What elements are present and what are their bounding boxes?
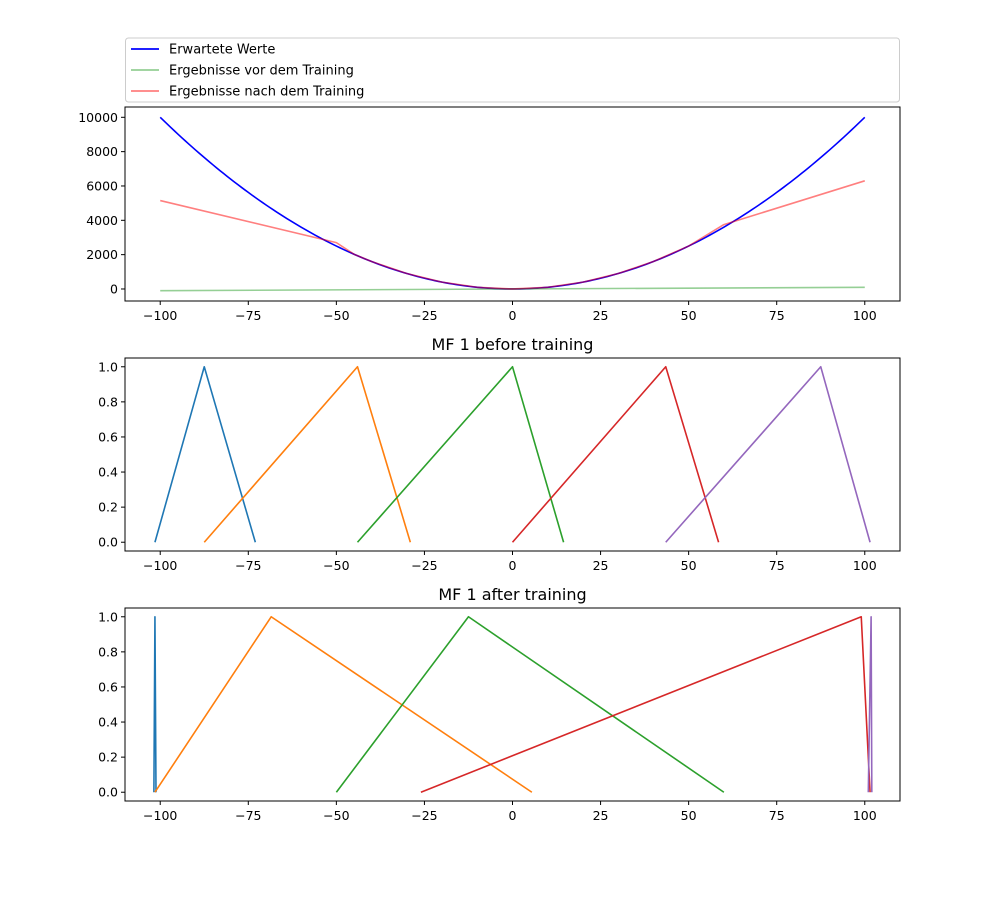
x-tick-label: 50 (681, 808, 697, 823)
chart-title: MF 1 before training (432, 335, 594, 354)
membership-function-line-3 (335, 615, 725, 793)
x-tick-label: 50 (681, 308, 697, 323)
x-tick-label: −100 (143, 308, 177, 323)
plot-area (159, 116, 866, 292)
x-tick-label: 0 (509, 558, 517, 573)
x-tick-label: −25 (411, 558, 437, 573)
mf1-after-training-plot: −100 −75 −50 −25 0 25 50 75 100 0.0 0.2 0.4 0.6 0.8 1.… (98, 585, 901, 823)
x-tick-label: −50 (323, 308, 349, 323)
x-tick-label: −25 (411, 808, 437, 823)
y-tick-label: 0.6 (98, 429, 118, 444)
plot-area (153, 615, 873, 793)
x-tick-label: −100 (143, 558, 177, 573)
legend-box (125, 37, 900, 103)
x-tick-label: −50 (323, 558, 349, 573)
y-tick-label: 0 (110, 281, 118, 296)
membership-function-line-4 (420, 615, 871, 793)
plot-area (154, 365, 871, 543)
membership-function-line-5 (867, 615, 873, 793)
chart-title: MF 1 after training (438, 585, 586, 604)
x-tick-label: 25 (593, 308, 609, 323)
y-tick-label: 8000 (86, 144, 118, 159)
y-tick-label: 0.6 (98, 679, 118, 694)
legend-label: Ergebnisse nach dem Training (169, 85, 364, 100)
x-tick-label: 50 (681, 558, 697, 573)
legend-label: Ergebnisse vor dem Training (169, 64, 354, 79)
membership-function-line-2 (203, 365, 412, 543)
y-tick-label: 0.2 (98, 750, 118, 765)
x-tick-label: 25 (593, 558, 609, 573)
x-tick-label: 25 (593, 808, 609, 823)
x-tick-label: −75 (235, 308, 261, 323)
y-tick-label: 2000 (86, 247, 118, 262)
y-tick-label: 0.4 (98, 715, 118, 730)
y-tick-label: 0.8 (98, 394, 118, 409)
y-tick-label: 10000 (78, 110, 118, 125)
y-tick-label: 0.0 (98, 535, 118, 550)
expected-values-plot: −100 −75 −50 −25 0 25 50 75 100 0 2000 4000 6000 8000… (78, 106, 901, 323)
y-tick-label: 6000 (86, 178, 118, 193)
x-tick-label: −50 (323, 808, 349, 823)
axes-frame (124, 607, 901, 802)
membership-function-line-1 (153, 615, 157, 793)
axes-frame (124, 106, 901, 302)
x-tick-label: 75 (769, 808, 785, 823)
membership-function-line-5 (665, 365, 871, 543)
legend: Erwartete Werte Ergebnisse vor dem Traini… (125, 37, 900, 103)
y-tick-label: 1.0 (98, 609, 118, 624)
x-tick-label: 100 (853, 558, 877, 573)
membership-function-line-2 (154, 615, 533, 793)
x-tick-label: 75 (769, 558, 785, 573)
series-line-ergebnisse-nach-dem-training (160, 180, 866, 290)
x-tick-label: −25 (411, 308, 437, 323)
series-line-erwartete-werte (159, 116, 866, 290)
x-tick-label: −75 (235, 558, 261, 573)
y-tick-label: 1.0 (98, 359, 118, 374)
axes-frame (124, 357, 901, 552)
x-tick-label: −75 (235, 808, 261, 823)
y-tick-label: 0.0 (98, 785, 118, 800)
y-tick-label: 0.2 (98, 500, 118, 515)
legend-label: Erwartete Werte (169, 43, 275, 58)
x-tick-label: 0 (509, 308, 517, 323)
y-tick-label: 4000 (86, 213, 118, 228)
mf1-before-training-plot: −100 −75 −50 −25 0 25 50 75 100 0.0 0.2 0.4 0.6 0.8 1.… (98, 335, 901, 573)
x-tick-label: 100 (853, 308, 877, 323)
y-tick-label: 0.4 (98, 465, 118, 480)
membership-function-line-1 (154, 365, 257, 543)
membership-function-line-3 (356, 365, 565, 543)
y-tick-label: 0.8 (98, 644, 118, 659)
x-tick-label: −100 (143, 808, 177, 823)
x-tick-label: 100 (853, 808, 877, 823)
x-tick-label: 0 (509, 808, 517, 823)
membership-function-line-4 (511, 365, 720, 543)
x-tick-label: 75 (769, 308, 785, 323)
